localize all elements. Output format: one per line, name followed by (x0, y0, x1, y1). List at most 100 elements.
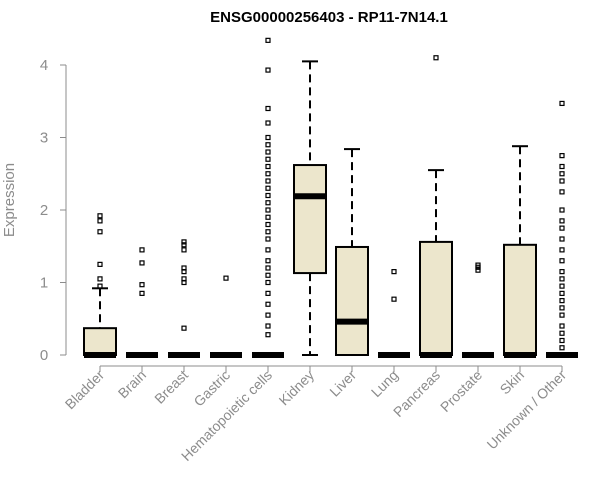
outlier-point (139, 260, 145, 266)
outlier-point (433, 55, 439, 61)
outlier-point (181, 247, 187, 253)
outlier-point (139, 282, 145, 288)
outlier-point (559, 290, 565, 296)
outlier-point (265, 37, 271, 43)
outlier-point (265, 236, 271, 242)
outlier-point (265, 332, 271, 338)
outlier-point (559, 163, 565, 170)
boxes (83, 37, 578, 358)
y-tick-label: 3 (40, 130, 48, 147)
box-group (168, 239, 200, 358)
outlier-point (265, 134, 271, 141)
outlier-point (559, 323, 565, 329)
outlier-point (265, 214, 271, 220)
outlier-point (559, 100, 565, 107)
box-group (126, 247, 158, 358)
outlier-point (559, 283, 565, 289)
outlier-point (265, 312, 271, 318)
outlier-point (559, 171, 565, 177)
outlier-point (97, 213, 103, 219)
x-tick-label: Breast (151, 367, 191, 407)
outlier-point (559, 258, 565, 264)
outlier-point (559, 207, 565, 213)
outlier-point (559, 178, 565, 184)
outlier-point (265, 156, 271, 162)
box-group (503, 145, 537, 358)
box-group (335, 148, 369, 357)
axes: 0 1 2 3 4 (40, 57, 563, 372)
box-group (293, 60, 327, 356)
outlier-point (559, 312, 565, 318)
outlier-point (265, 207, 271, 213)
outlier-point (265, 171, 271, 177)
outlier-point (559, 298, 565, 304)
outlier-point (559, 247, 565, 253)
box-group (210, 275, 242, 358)
x-tick-label: Prostate (437, 367, 485, 415)
outlier-point (181, 242, 187, 248)
outlier-point (391, 269, 397, 275)
x-tick-label: Unknown / Other (484, 367, 570, 453)
outlier-point (559, 345, 565, 351)
box-group (378, 269, 410, 358)
outlier-point (265, 185, 271, 191)
outlier-point (559, 337, 565, 344)
outlier-point (391, 296, 397, 302)
outlier-point (265, 247, 271, 253)
outlier-point (265, 323, 271, 329)
outlier-point (265, 200, 271, 206)
box-group (419, 55, 453, 358)
outlier-point (265, 178, 271, 184)
box-group (462, 262, 494, 358)
box-group (83, 213, 117, 358)
outlier-point (559, 153, 565, 159)
outlier-point (139, 290, 145, 296)
outlier-point (97, 229, 103, 235)
outlier-point (181, 325, 187, 331)
y-tick-label: 0 (40, 347, 48, 364)
x-tick-label: Brain (115, 367, 149, 401)
outlier-point (265, 163, 271, 170)
outlier-point (265, 149, 271, 155)
outlier-point (265, 221, 271, 228)
outlier-point (265, 290, 271, 296)
outlier-point (265, 142, 271, 148)
outlier-point (559, 305, 565, 311)
box-group (546, 100, 578, 358)
box-iqr (83, 327, 117, 356)
outlier-point (265, 192, 271, 199)
x-tick-label: Kidney (276, 367, 318, 409)
y-tick-label: 2 (40, 202, 48, 219)
box-group (252, 37, 284, 358)
outlier-point (97, 276, 103, 282)
outlier-point (265, 265, 271, 271)
y-axis-label: Expression (1, 163, 18, 237)
outlier-point (265, 105, 271, 112)
outlier-point (223, 275, 229, 281)
outlier-point (265, 229, 271, 235)
outlier-point (559, 276, 565, 282)
outlier-point (559, 269, 565, 275)
outlier-point (559, 236, 565, 242)
y-tick-label: 4 (40, 57, 48, 74)
x-tick-label: Liver (326, 367, 359, 400)
x-tick-label: Lung (368, 367, 401, 400)
outlier-point (97, 218, 103, 224)
outlier-point (181, 276, 187, 282)
box-iqr (503, 243, 537, 356)
outlier-point (265, 67, 271, 73)
outlier-point (559, 189, 565, 195)
outlier-point (265, 301, 271, 307)
outlier-point (181, 239, 187, 245)
outlier-point (181, 265, 187, 271)
outlier-point (97, 283, 103, 289)
outlier-point (265, 279, 271, 286)
outlier-point (265, 272, 271, 278)
y-tick-label: 1 (40, 275, 48, 292)
outlier-point (97, 261, 103, 267)
outlier-point (139, 247, 145, 253)
box-iqr (419, 240, 453, 356)
